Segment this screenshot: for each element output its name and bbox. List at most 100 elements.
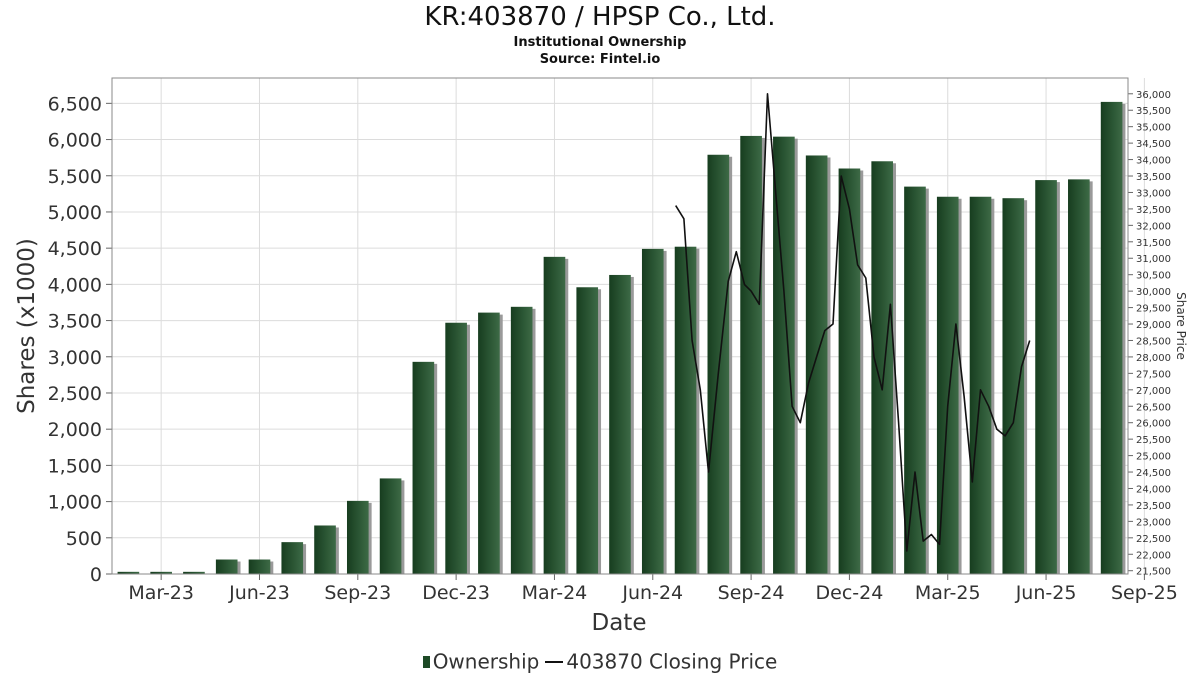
x-tick-label: Dec-23 xyxy=(422,582,490,604)
y2-tick-label: 27,500 xyxy=(1136,369,1171,380)
y2-tick-label: 23,000 xyxy=(1136,517,1171,528)
y-tick-label: 5,000 xyxy=(48,202,102,224)
y2-tick-label: 24,500 xyxy=(1136,468,1171,479)
y-tick-label: 5,500 xyxy=(48,166,102,188)
y2-tick-label: 36,000 xyxy=(1136,90,1171,101)
y-tick-label: 4,500 xyxy=(48,238,102,260)
ownership-bar xyxy=(183,571,205,574)
chart-title: KR:403870 / HPSP Co., Ltd. xyxy=(424,2,776,32)
x-tick-label: Jun-23 xyxy=(228,582,290,604)
x-tick-label: Mar-25 xyxy=(915,582,981,604)
ownership-bar xyxy=(838,168,861,574)
ownership-bar xyxy=(150,571,172,574)
ownership-legend-swatch xyxy=(422,655,430,668)
ownership-legend-label: Ownership xyxy=(432,649,540,674)
ownership-bar xyxy=(609,274,631,574)
y2-tick-label: 30,500 xyxy=(1136,271,1171,282)
plot-frame xyxy=(111,77,1129,575)
x-tick-label: Mar-23 xyxy=(128,582,194,604)
y-tick-label: 0 xyxy=(90,564,102,586)
ownership-bar xyxy=(117,571,140,574)
x-tick-label: Sep-24 xyxy=(718,582,785,604)
ownership-bar xyxy=(1002,198,1025,574)
ownership-bar xyxy=(445,322,467,574)
y-tick-label: 2,000 xyxy=(48,419,102,441)
closing-price-line xyxy=(675,93,1031,552)
chart-subtitle: Institutional Ownership xyxy=(513,35,687,50)
ownership-bar xyxy=(641,248,664,574)
y2-tick-label: 26,000 xyxy=(1136,419,1171,430)
ownership-bar xyxy=(346,500,369,574)
y-tick-label: 4,000 xyxy=(48,274,102,296)
y2-tick-label: 31,000 xyxy=(1136,254,1171,265)
price-legend-swatch xyxy=(545,660,564,663)
y-tick-label: 500 xyxy=(66,528,102,550)
legend: Ownership 403870 Closing Price xyxy=(0,648,1200,674)
y-tick-label: 2,500 xyxy=(48,383,102,405)
y2-tick-label: 34,500 xyxy=(1136,139,1171,150)
ownership-bar xyxy=(1068,179,1090,575)
ownership-bar xyxy=(805,155,828,575)
y2-tick-label: 33,500 xyxy=(1136,172,1171,183)
ownership-bar xyxy=(543,256,566,574)
y2-tick-label: 22,000 xyxy=(1136,550,1171,561)
y2-tick-label: 28,500 xyxy=(1136,336,1171,347)
x-tick-label: Sep-25 xyxy=(1111,582,1178,604)
y-tick-label: 1,000 xyxy=(48,492,102,514)
y-tick-label: 3,500 xyxy=(48,311,102,333)
y2-tick-label: 30,000 xyxy=(1136,287,1171,298)
y2-tick-label: 29,000 xyxy=(1136,320,1171,331)
y2-tick-label: 34,000 xyxy=(1136,156,1171,167)
y2-tick-label: 22,500 xyxy=(1136,534,1171,545)
ownership-bar xyxy=(478,312,500,574)
x-axis-title: Date xyxy=(592,610,647,636)
ownership-bar xyxy=(281,542,304,574)
ownership-bar xyxy=(248,559,271,574)
y2-tick-label: 35,500 xyxy=(1136,106,1171,117)
ownership-bar xyxy=(1035,180,1057,574)
ownership-bar xyxy=(904,186,926,574)
ownership-bar xyxy=(379,478,402,574)
y2-tick-label: 26,500 xyxy=(1136,402,1171,413)
y2-tick-label: 31,500 xyxy=(1136,238,1171,249)
ownership-bar xyxy=(674,246,697,574)
y2-tick-label: 25,500 xyxy=(1136,435,1171,446)
ownership-chart: 0 500 1,000 1,500 2,000 2,500 3,000 3,500 4,000 4… xyxy=(14,77,1188,636)
ownership-bar xyxy=(773,136,795,574)
ownership-bar xyxy=(871,161,894,574)
ownership-bar xyxy=(936,196,959,574)
y-tick-label: 3,000 xyxy=(48,347,102,369)
ownership-bar xyxy=(314,525,336,574)
x-tick-label: Jun-24 xyxy=(621,582,683,604)
x-tick-label: Jun-25 xyxy=(1015,582,1077,604)
ownership-bar xyxy=(1100,101,1123,574)
ownership-bar xyxy=(969,196,992,574)
x-tick-label: Mar-24 xyxy=(522,582,588,604)
ownership-bar xyxy=(215,559,238,574)
ownership-bar xyxy=(412,361,435,574)
price-legend-label: 403870 Closing Price xyxy=(566,649,778,674)
y2-axis-title: Share Price xyxy=(1174,292,1188,360)
y2-tick-label: 23,500 xyxy=(1136,501,1171,512)
y2-tick-label: 25,000 xyxy=(1136,452,1171,463)
ownership-bar xyxy=(707,154,730,574)
y2-tick-label: 21,500 xyxy=(1136,567,1171,578)
y-tick-label: 1,500 xyxy=(48,455,102,477)
ownership-bar xyxy=(740,135,762,574)
x-tick-label: Dec-24 xyxy=(816,582,884,604)
ownership-bar xyxy=(510,306,533,574)
ownership-bar xyxy=(576,287,599,574)
y2-tick-label: 24,000 xyxy=(1136,484,1171,495)
y-tick-label: 6,500 xyxy=(48,93,102,115)
y-tick-label: 6,000 xyxy=(48,130,102,152)
y2-tick-label: 32,500 xyxy=(1136,205,1171,216)
y2-tick-label: 35,000 xyxy=(1136,123,1171,134)
chart-source: Source: Fintel.io xyxy=(539,52,661,67)
x-tick-label: Sep-23 xyxy=(324,582,391,604)
y2-tick-label: 33,000 xyxy=(1136,188,1171,199)
y2-tick-label: 32,000 xyxy=(1136,221,1171,232)
y2-tick-label: 28,000 xyxy=(1136,353,1171,364)
y2-tick-label: 27,000 xyxy=(1136,386,1171,397)
y2-tick-label: 29,500 xyxy=(1136,304,1171,315)
y-axis-title: Shares (x1000) xyxy=(14,238,40,414)
